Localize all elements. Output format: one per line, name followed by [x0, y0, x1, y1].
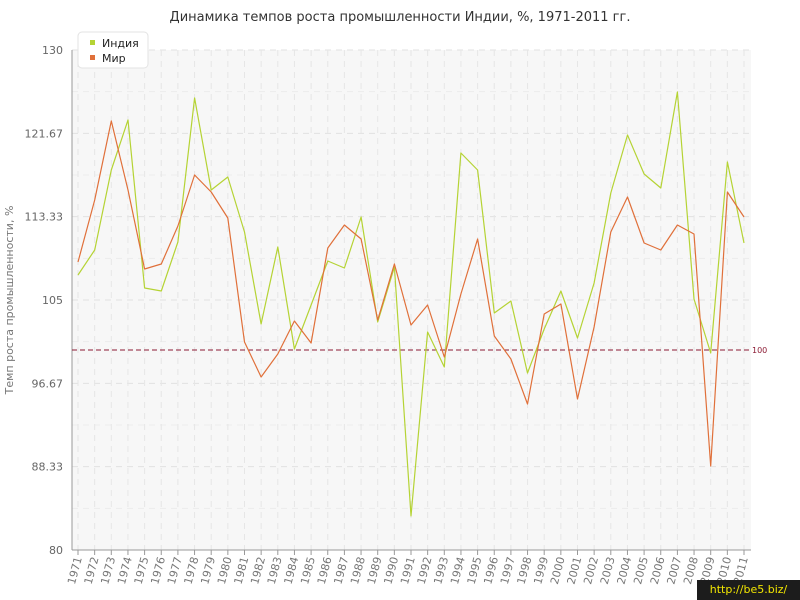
- y-tick-label: 113.33: [25, 211, 64, 224]
- axes: [71, 50, 751, 555]
- legend-swatch-india: [90, 40, 95, 45]
- y-axis-label: Темп роста промышленности, %: [3, 206, 16, 396]
- series-line-world: [77, 120, 745, 467]
- x-tick-labels: 1971197219731974197519761977197819791980…: [65, 555, 751, 585]
- series-line-india: [77, 91, 745, 517]
- series-lines: [77, 91, 745, 517]
- y-tick-labels: 130 121.67 113.33 105 96.67 88.33 80: [25, 44, 64, 557]
- y-tick-label: 88.33: [32, 461, 64, 474]
- reference-line-group: 100: [72, 346, 767, 355]
- y-tick-label: 80: [49, 544, 63, 557]
- reference-line-label: 100: [752, 346, 767, 355]
- y-tick-label: 96.67: [32, 377, 64, 390]
- y-tick-label: 121.67: [25, 127, 64, 140]
- legend-label-world: Мир: [102, 52, 126, 65]
- y-tick-label: 105: [42, 294, 63, 307]
- legend-label-india: Индия: [102, 37, 139, 50]
- chart-title: Динамика темпов роста промышленности Инд…: [169, 10, 631, 25]
- watermark: http://be5.biz/: [697, 580, 800, 600]
- legend-box: [77, 31, 149, 69]
- y-tick-label: 130: [42, 44, 63, 57]
- legend-swatch-world: [90, 55, 95, 60]
- legend: Индия Мир: [77, 31, 149, 69]
